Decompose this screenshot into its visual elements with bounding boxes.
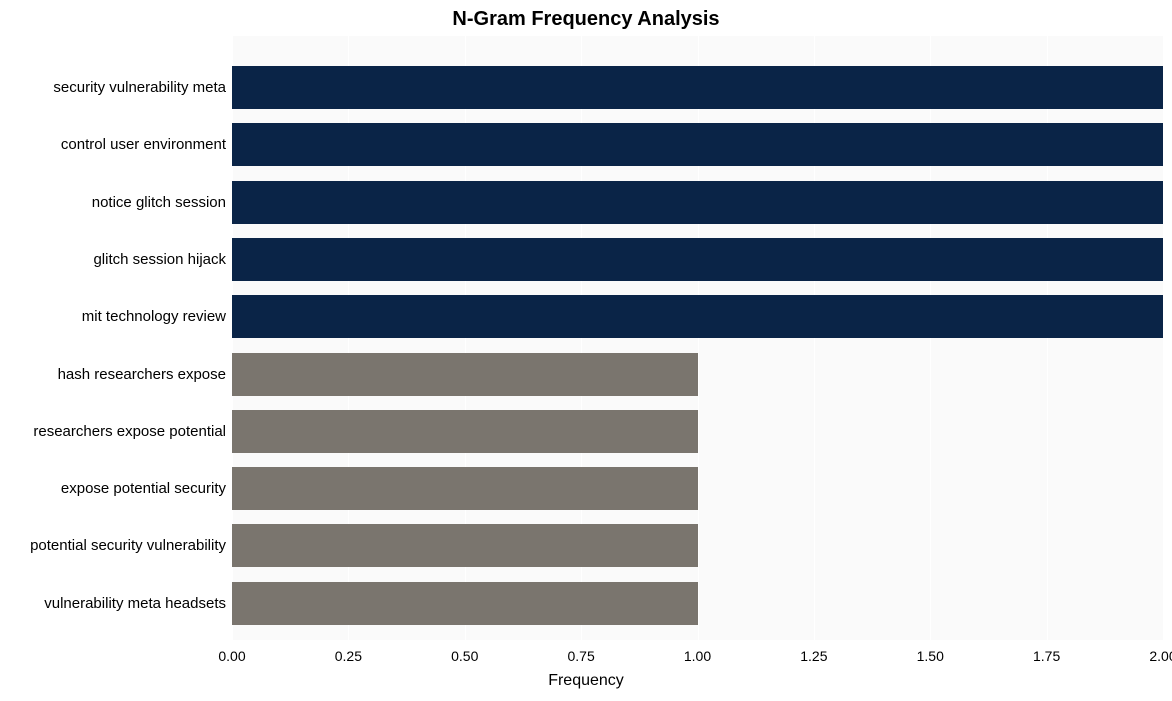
- bar: [232, 524, 698, 567]
- bar: [232, 238, 1163, 281]
- y-tick-label: notice glitch session: [0, 194, 226, 211]
- grid-line: [1163, 36, 1164, 640]
- x-tick-label: 0.75: [568, 648, 595, 664]
- y-tick-label: expose potential security: [0, 480, 226, 497]
- bar: [232, 123, 1163, 166]
- x-tick-label: 0.00: [218, 648, 245, 664]
- x-tick-label: 1.75: [1033, 648, 1060, 664]
- bar: [232, 295, 1163, 338]
- y-tick-label: potential security vulnerability: [0, 537, 226, 554]
- y-tick-label: mit technology review: [0, 308, 226, 325]
- y-tick-label: control user environment: [0, 136, 226, 153]
- bar: [232, 66, 1163, 109]
- chart-title: N-Gram Frequency Analysis: [0, 8, 1172, 31]
- x-tick-label: 1.50: [917, 648, 944, 664]
- x-axis-title: Frequency: [0, 672, 1172, 690]
- x-tick-label: 0.50: [451, 648, 478, 664]
- y-tick-label: hash researchers expose: [0, 366, 226, 383]
- bar: [232, 181, 1163, 224]
- ngram-frequency-chart: N-Gram Frequency Analysis security vulne…: [0, 0, 1172, 701]
- y-tick-label: vulnerability meta headsets: [0, 595, 226, 612]
- y-tick-label: security vulnerability meta: [0, 79, 226, 96]
- bar: [232, 353, 698, 396]
- y-tick-label: glitch session hijack: [0, 251, 226, 268]
- x-tick-label: 1.25: [800, 648, 827, 664]
- y-tick-label: researchers expose potential: [0, 423, 226, 440]
- bar: [232, 410, 698, 453]
- bar: [232, 467, 698, 510]
- x-tick-label: 2.00: [1149, 648, 1172, 664]
- bar: [232, 582, 698, 625]
- x-tick-label: 0.25: [335, 648, 362, 664]
- x-tick-label: 1.00: [684, 648, 711, 664]
- plot-area: [232, 36, 1163, 640]
